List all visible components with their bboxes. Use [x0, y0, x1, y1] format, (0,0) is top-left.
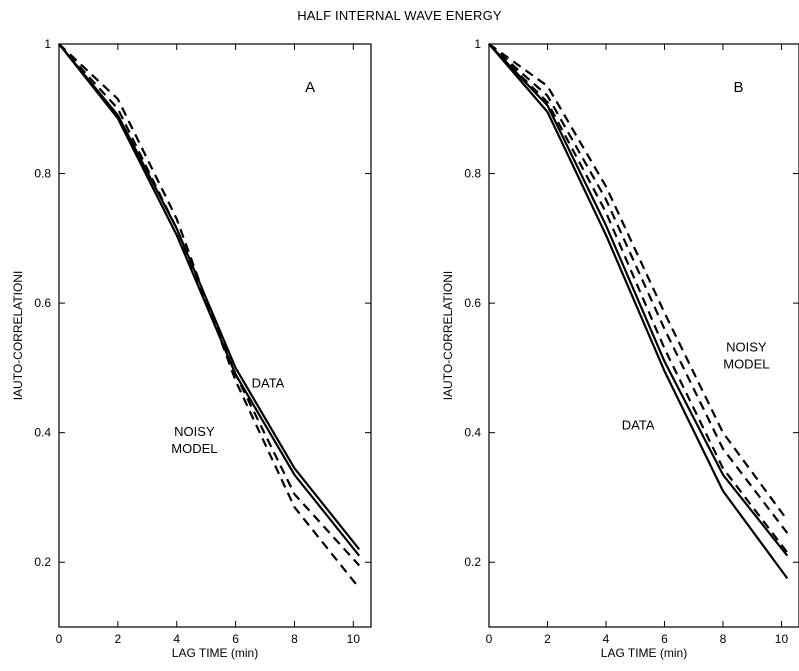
panel-a-axes-frame: [58, 43, 372, 628]
panel-a-x-tick-label: 8: [291, 632, 298, 646]
panel-a-y-axis-label: IAUTO-CORRELATIONI: [11, 271, 25, 401]
panel-b-series-dashed-line: [488, 43, 789, 554]
panel-a-annotation-line: DATA: [252, 375, 285, 390]
panel-a-annotation-line: MODEL: [171, 441, 217, 456]
panel-a-x-tick-label: 0: [56, 632, 63, 646]
panel-a-series-solid-line: [58, 43, 361, 550]
panel-a-y-tick-label: 0.2: [34, 555, 51, 569]
panel-a-series-dashed-line: [58, 43, 361, 589]
panel-a-y-tick-label: 0.4: [34, 426, 51, 440]
panel-b-y-tick-label: 0.4: [464, 426, 481, 440]
panel-a-x-tick-label: 4: [173, 632, 180, 646]
panel-b-y-axis-label: IAUTO-CORRELATIONI: [441, 271, 455, 401]
panel-b-x-tick-label: 6: [661, 632, 668, 646]
panel-b-axes-frame: [488, 43, 799, 628]
panel-a-annotation: DATA: [252, 375, 285, 390]
panel-a-label: A: [305, 79, 315, 96]
figure-title: HALF INTERNAL WAVE ENERGY: [297, 8, 502, 23]
panel-b-x-tick-label: 8: [720, 632, 727, 646]
panel-b-x-tick-label: 10: [775, 632, 789, 646]
panel-b-series-solid-line: [488, 43, 789, 580]
panel-a-series-dashed-line: [58, 43, 361, 567]
panel-b-label: B: [734, 79, 744, 96]
panel-b-x-tick-label: 4: [603, 632, 610, 646]
panel-a-x-tick-label: 2: [115, 632, 122, 646]
panel-a-annotation: NOISY MODEL: [171, 424, 217, 456]
panel-b-annotation: NOISY MODEL: [723, 340, 769, 372]
panel-b-series-solid-line: [488, 43, 789, 557]
panel-a-y-tick-label: 0.6: [34, 296, 51, 310]
panel-b-x-tick-label: 2: [544, 632, 551, 646]
panel-b-annotation-line: NOISY: [726, 340, 767, 355]
panel-b-annotation: DATA: [622, 417, 655, 432]
panel-a-x-tick-label: 10: [347, 632, 361, 646]
panel-a-y-tick-label: 0.8: [34, 167, 51, 181]
panel-b-series-dashed-line: [488, 43, 789, 534]
panel-b-y-tick-label: 0.8: [464, 167, 481, 181]
panel-b-x-axis-label: LAG TIME (min): [601, 646, 687, 660]
panel-b-annotation-line: DATA: [622, 417, 655, 432]
panel-b-x-tick-label: 0: [486, 632, 493, 646]
panel-b-y-tick-label: 0.6: [464, 296, 481, 310]
panel-b-series-dashed-line: [488, 43, 789, 521]
panel-a-x-axis-label: LAG TIME (min): [172, 646, 258, 660]
panel-a-series-solid-line: [58, 43, 361, 557]
panel-a-y-tick-label: 1: [44, 37, 51, 51]
panel-a-x-tick-label: 6: [232, 632, 239, 646]
panel-a-annotation-line: NOISY: [174, 424, 215, 439]
panel-b-y-tick-label: 1: [474, 37, 481, 51]
panel-b-annotation-line: MODEL: [723, 357, 769, 372]
panel-b-y-tick-label: 0.2: [464, 555, 481, 569]
